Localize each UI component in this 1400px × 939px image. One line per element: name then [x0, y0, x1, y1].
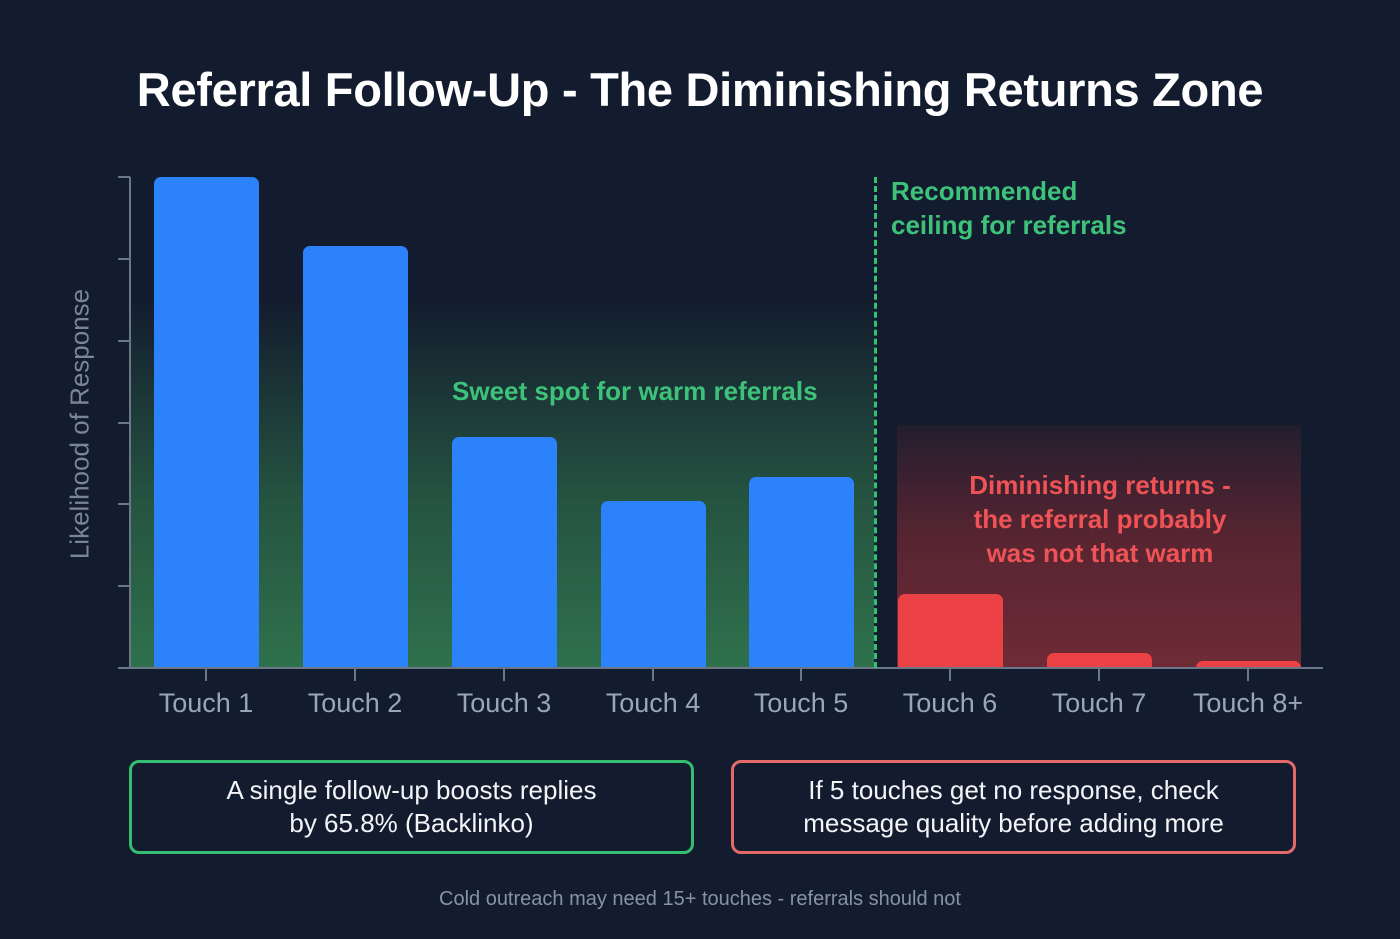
bar-touch-6 — [897, 594, 1003, 668]
x-tick — [1098, 669, 1100, 681]
x-label: Touch 8+ — [1192, 688, 1304, 718]
bar-touch-3 — [451, 437, 557, 668]
callout-follow-up-stat: A single follow-up boosts replies by 65.… — [129, 760, 694, 854]
ceiling-annotation: Recommended ceiling for referrals — [891, 174, 1127, 242]
bar-touch-7 — [1046, 653, 1152, 668]
callout-green-line2: by 65.8% (Backlinko) — [289, 808, 534, 838]
chart-title: Referral Follow-Up - The Diminishing Ret… — [136, 63, 1264, 116]
x-tick — [205, 669, 207, 681]
sweet-spot-annotation: Sweet spot for warm referrals — [452, 376, 818, 406]
x-label: Touch 3 — [456, 688, 552, 718]
x-tick — [354, 669, 356, 681]
bar-touch-1 — [153, 177, 259, 668]
callout-red-line2: message quality before adding more — [803, 808, 1224, 838]
x-tick — [503, 669, 505, 681]
x-label: Touch 5 — [753, 688, 849, 718]
diminishing-returns-annotation: Diminishing returns - the referral proba… — [930, 468, 1270, 570]
x-tick — [652, 669, 654, 681]
x-label: Touch 7 — [1051, 688, 1147, 718]
ceiling-annotation-line1: Recommended — [891, 176, 1078, 206]
x-axis — [118, 667, 1323, 669]
ceiling-annotation-line2: ceiling for referrals — [891, 210, 1127, 240]
y-axis-label: Likelihood of Response — [64, 288, 95, 560]
x-tick — [800, 669, 802, 681]
y-axis — [129, 177, 131, 669]
footnote: Cold outreach may need 15+ touches - ref… — [439, 888, 961, 910]
ceiling-dashed-line — [874, 177, 877, 668]
y-tick — [118, 503, 130, 505]
bar-touch-8 — [1195, 661, 1301, 668]
y-tick — [118, 258, 130, 260]
y-tick — [118, 340, 130, 342]
x-label: Touch 2 — [307, 688, 403, 718]
x-label: Touch 1 — [158, 688, 254, 718]
x-label: Touch 4 — [605, 688, 701, 718]
callout-green-line1: A single follow-up boosts replies — [226, 775, 597, 805]
x-tick — [1247, 669, 1249, 681]
y-tick — [118, 422, 130, 424]
callout-quality-warning: If 5 touches get no response, check mess… — [731, 760, 1296, 854]
bar-touch-4 — [600, 501, 706, 668]
callout-red-line1: If 5 touches get no response, check — [808, 775, 1219, 805]
x-label: Touch 6 — [902, 688, 998, 718]
bar-touch-5 — [748, 477, 854, 668]
diminishing-annotation-line3: was not that warm — [986, 538, 1214, 568]
bar-touch-2 — [302, 246, 408, 668]
y-tick — [118, 585, 130, 587]
diminishing-annotation-line1: Diminishing returns - — [969, 470, 1231, 500]
x-tick — [949, 669, 951, 681]
y-tick — [118, 176, 130, 178]
diminishing-annotation-line2: the referral probably — [973, 504, 1227, 534]
